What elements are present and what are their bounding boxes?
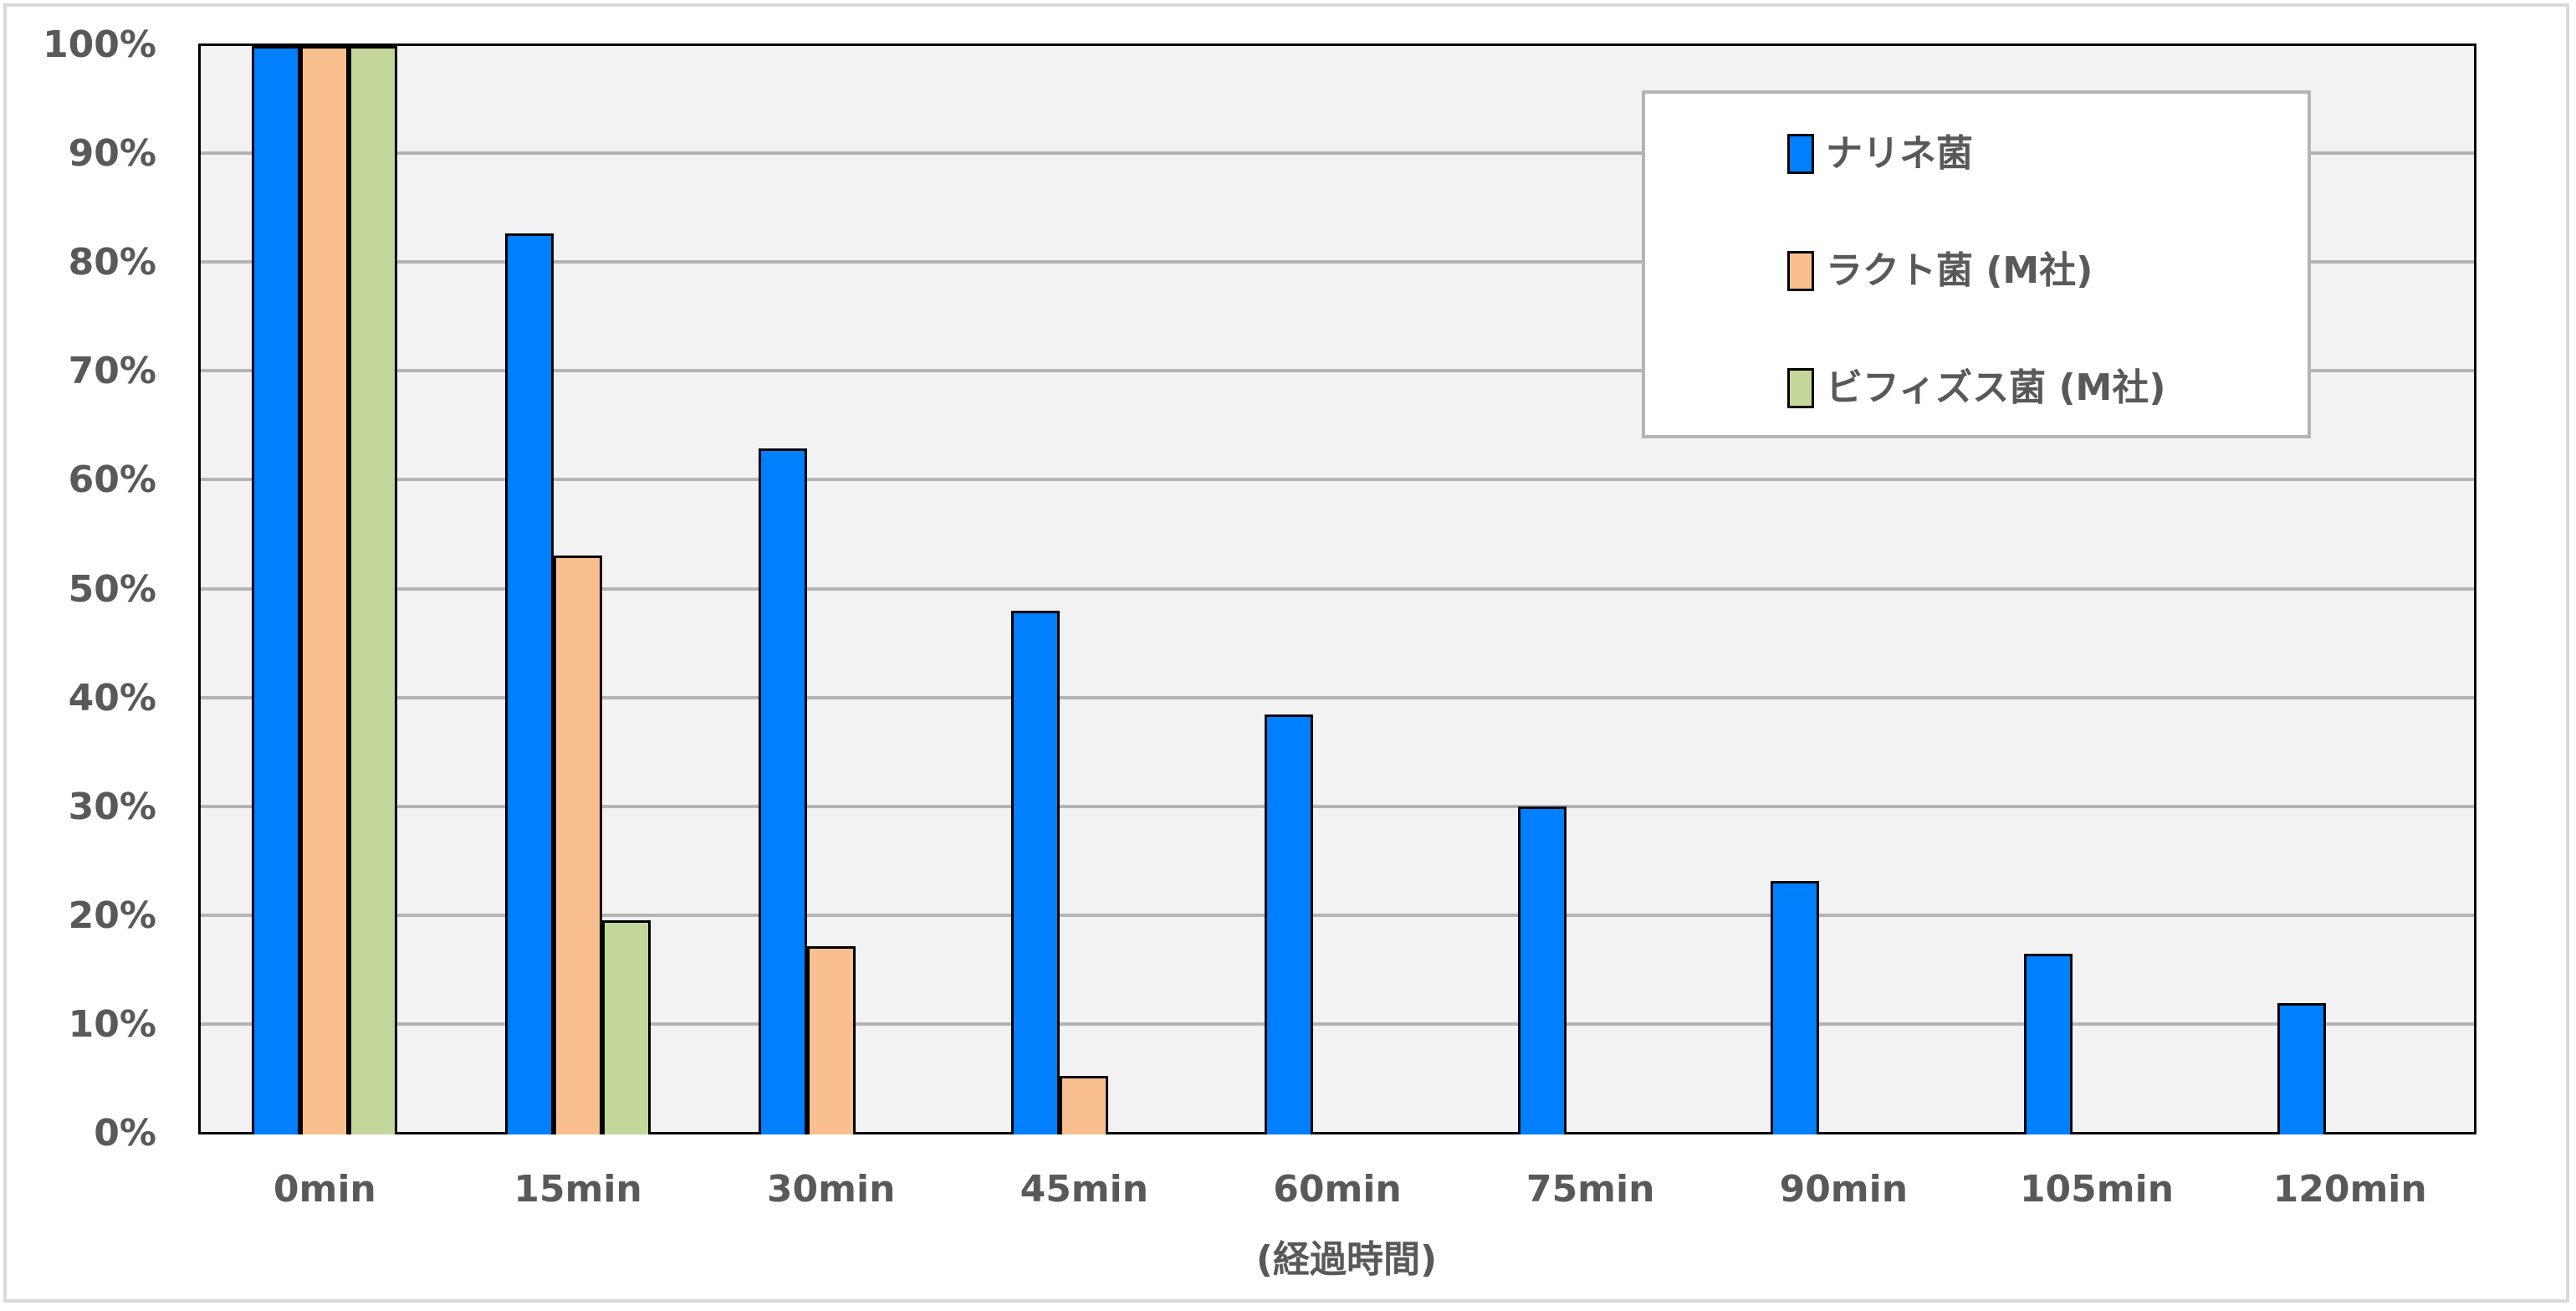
y-tick-label: 70% bbox=[68, 350, 156, 393]
bar bbox=[1060, 1075, 1109, 1134]
x-axis-title: (経過時間) bbox=[1255, 1238, 1438, 1281]
x-tick-label: 45min bbox=[1020, 1168, 1149, 1211]
y-tick-label: 40% bbox=[68, 676, 156, 720]
gridline bbox=[201, 260, 2474, 264]
gridline bbox=[201, 478, 2474, 482]
gridline bbox=[201, 151, 2474, 156]
legend-label: ビフィズス菌 (M社) bbox=[1826, 366, 2166, 409]
x-tick-label: 0min bbox=[273, 1168, 376, 1211]
y-tick-label: 0% bbox=[94, 1112, 156, 1155]
legend-item: ナリネ菌 bbox=[1787, 134, 1973, 174]
x-tick-label: 15min bbox=[514, 1168, 642, 1211]
bar bbox=[1771, 880, 1820, 1134]
y-tick-label: 20% bbox=[68, 894, 156, 937]
bar bbox=[554, 555, 602, 1134]
y-tick-label: 10% bbox=[68, 1002, 156, 1046]
y-tick-label: 90% bbox=[68, 132, 156, 176]
legend-swatch-icon bbox=[1787, 251, 1814, 291]
gridline bbox=[201, 804, 2474, 808]
y-tick-label: 100% bbox=[43, 23, 156, 66]
y-tick-label: 30% bbox=[68, 785, 156, 828]
gridline bbox=[201, 1022, 2474, 1026]
gridline bbox=[201, 586, 2474, 591]
legend-swatch-icon bbox=[1787, 368, 1814, 408]
x-tick-label: 75min bbox=[1526, 1168, 1655, 1211]
bar bbox=[252, 46, 301, 1134]
legend-item: ラクト菌 (M社) bbox=[1787, 251, 2093, 291]
x-tick-label: 90min bbox=[1779, 1168, 1909, 1211]
legend-label: ナリネ菌 bbox=[1826, 132, 1973, 175]
bar bbox=[2024, 954, 2073, 1134]
y-tick-label: 80% bbox=[68, 241, 156, 284]
gridline bbox=[201, 695, 2474, 699]
gridline bbox=[201, 913, 2474, 917]
bar bbox=[1517, 807, 1567, 1134]
legend: ナリネ菌ラクト菌 (M社) ビフィズス菌 (M社) bbox=[1642, 90, 2311, 438]
x-tick-label: 120min bbox=[2272, 1168, 2427, 1211]
bar bbox=[602, 919, 651, 1134]
bar bbox=[300, 46, 350, 1134]
bar bbox=[505, 233, 554, 1134]
y-tick-label: 60% bbox=[68, 458, 156, 502]
x-tick-label: 60min bbox=[1273, 1168, 1402, 1211]
bar bbox=[806, 945, 856, 1134]
legend-label: ラクト菌 (M社) bbox=[1826, 249, 2093, 292]
y-tick-label: 50% bbox=[68, 567, 156, 611]
x-tick-label: 30min bbox=[766, 1168, 896, 1211]
bar bbox=[1265, 714, 1313, 1134]
x-tick-label: 105min bbox=[2019, 1168, 2175, 1211]
bar bbox=[1011, 611, 1061, 1134]
bar bbox=[2277, 1002, 2326, 1134]
bar bbox=[349, 46, 398, 1134]
gridline bbox=[201, 369, 2474, 373]
bar bbox=[758, 448, 807, 1134]
legend-item: ビフィズス菌 (M社) bbox=[1787, 368, 2165, 408]
legend-swatch-icon bbox=[1787, 134, 1814, 174]
